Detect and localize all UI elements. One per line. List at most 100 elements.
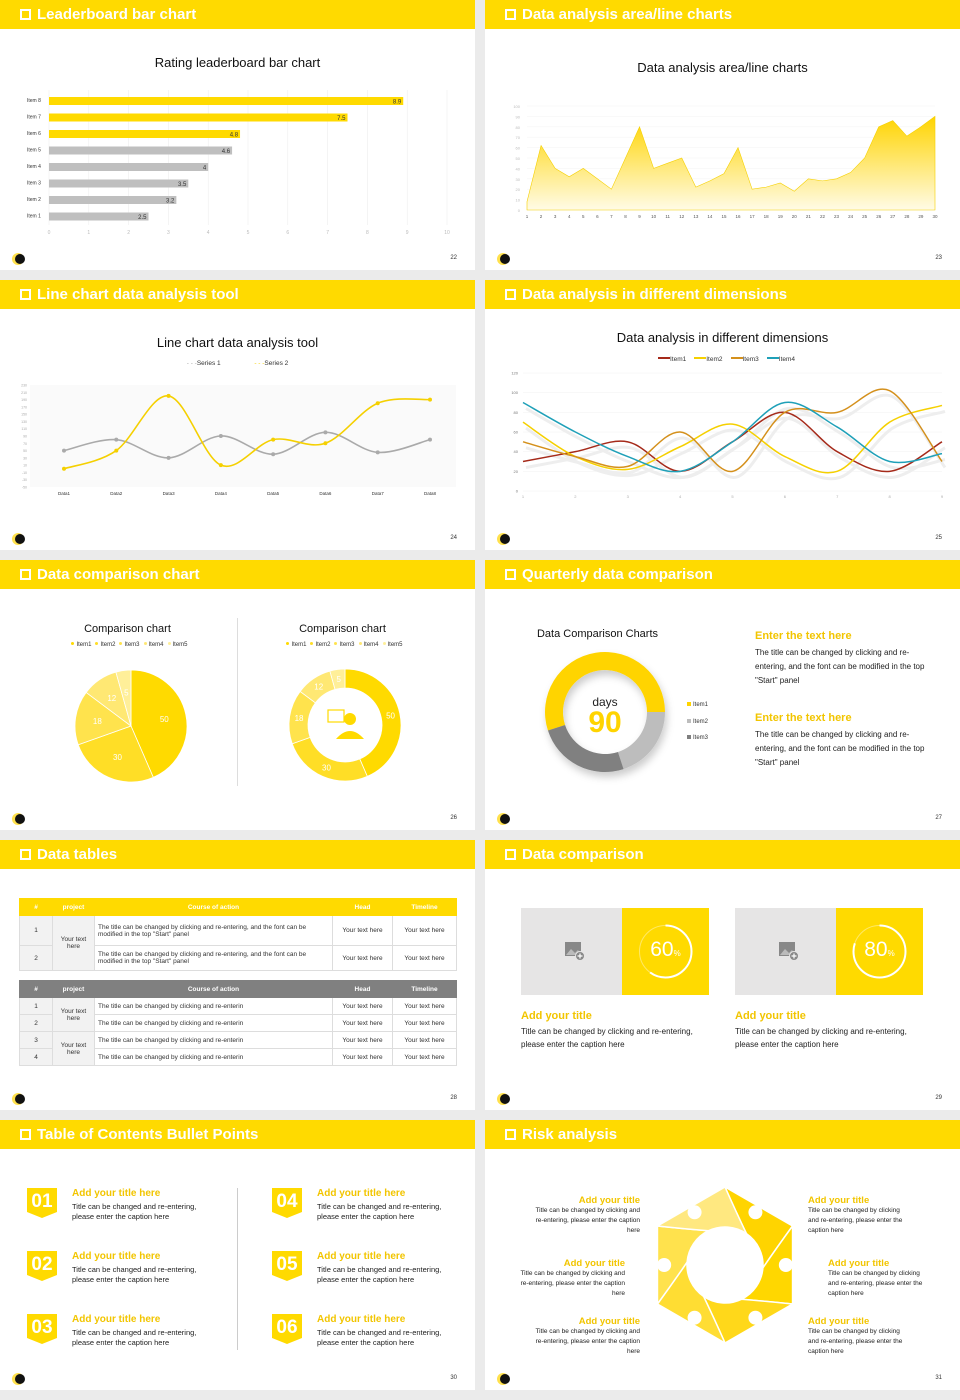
svg-text:Item 8: Item 8 xyxy=(27,98,41,104)
svg-text:50: 50 xyxy=(386,712,395,721)
svg-text:230: 230 xyxy=(21,384,27,388)
svg-text:4: 4 xyxy=(203,166,207,172)
svg-text:12: 12 xyxy=(314,683,323,692)
svg-text:90: 90 xyxy=(23,435,27,439)
svg-text:10: 10 xyxy=(516,198,521,203)
legend-item: Item1 xyxy=(669,356,687,363)
money-bag-icon xyxy=(748,1205,763,1220)
svg-text:2: 2 xyxy=(127,230,130,236)
chart-title: Data analysis area/line charts xyxy=(637,60,808,75)
svg-text:Item 1: Item 1 xyxy=(27,214,41,220)
page-number: 24 xyxy=(450,535,457,541)
svg-text:16: 16 xyxy=(736,214,742,219)
svg-text:30: 30 xyxy=(322,764,331,773)
slide-risk-analysis[interactable]: Risk analysis Add your title Title can be… xyxy=(485,1120,960,1390)
chart-title: Data Comparison Charts xyxy=(536,628,659,640)
item-text: Title can be changed and re-entering, pl… xyxy=(72,1328,197,1347)
legend-item: Item2 xyxy=(706,356,723,363)
svg-text:6: 6 xyxy=(286,230,289,236)
slide-indicator-dot xyxy=(15,1374,25,1384)
slide-comparison-pie[interactable]: Data comparison chart Comparison chart C… xyxy=(0,560,475,830)
risk-item: Add your title Title can be changed by cl… xyxy=(808,1195,903,1234)
table-row: 1 Your text here The title can be change… xyxy=(19,915,457,971)
svg-text:21: 21 xyxy=(806,214,812,219)
svg-text:80: 80 xyxy=(516,125,521,130)
svg-text:Data3: Data3 xyxy=(163,491,176,496)
svg-text:70: 70 xyxy=(516,135,521,140)
svg-text:4: 4 xyxy=(568,214,571,219)
number-badge-icon xyxy=(27,1188,57,1218)
item-text: Title can be changed and re-entering, pl… xyxy=(317,1202,442,1221)
slide-quarterly-comparison[interactable]: Quarterly data comparison Data Compariso… xyxy=(485,560,960,830)
progress-ring xyxy=(638,924,693,979)
svg-text:18: 18 xyxy=(764,214,770,219)
svg-text:3.5: 3.5 xyxy=(178,182,187,188)
svg-text:6: 6 xyxy=(784,494,787,499)
svg-text:13: 13 xyxy=(693,214,699,219)
svg-text:120: 120 xyxy=(511,371,518,376)
slide-header: Data analysis in different dimensions xyxy=(485,280,960,309)
svg-text:25: 25 xyxy=(862,214,868,219)
svg-text:1: 1 xyxy=(522,494,525,499)
page-number: 26 xyxy=(450,815,457,821)
svg-text:Data5: Data5 xyxy=(267,491,280,496)
image-placeholder[interactable] xyxy=(521,908,622,995)
svg-text:100: 100 xyxy=(511,390,518,395)
svg-text:7: 7 xyxy=(326,230,329,236)
svg-text:210: 210 xyxy=(21,391,27,395)
slide-toc-bullets[interactable]: Table of Contents Bullet Points 01 Add yo… xyxy=(0,1120,475,1390)
risk-item: Add your title Title can be changed by cl… xyxy=(520,1258,625,1297)
donut-center-value: 90 xyxy=(588,706,622,739)
slide-data-comparison[interactable]: Data comparison 60% Add your title Title c… xyxy=(485,840,960,1110)
slide-header: Data tables xyxy=(0,840,475,869)
slide-leaderboard-bar-chart[interactable]: Leaderboard bar chart Rating leaderboard… xyxy=(0,0,475,270)
slide-line-chart-tool[interactable]: Line chart data analysis tool Line chart… xyxy=(0,280,475,550)
svg-text:170: 170 xyxy=(21,405,27,409)
number-badge-icon xyxy=(272,1314,302,1344)
svg-text:7.5: 7.5 xyxy=(337,116,346,122)
svg-text:Data6: Data6 xyxy=(319,491,332,496)
person-chat-icon xyxy=(327,709,364,739)
svg-text:14: 14 xyxy=(707,214,713,219)
item-text: Title can be changed and re-entering, pl… xyxy=(72,1202,197,1221)
svg-text:40: 40 xyxy=(516,166,521,171)
svg-text:23: 23 xyxy=(834,214,840,219)
line-chart: -50 -30 -10 10 30 50 70 90 110 130 150 170 190 210 230… xyxy=(21,384,456,496)
slide-data-tables[interactable]: Data tables # project Course of action H… xyxy=(0,840,475,1110)
item-text: Title can be changed and re-entering, pl… xyxy=(72,1265,197,1284)
slide-indicator-dot xyxy=(15,534,25,544)
pie-legend: Item1 Item2 Item3 Item4 Item5 xyxy=(30,642,225,648)
legend-item: Item3 xyxy=(742,356,759,363)
svg-text:5: 5 xyxy=(124,688,129,697)
svg-text:4.6: 4.6 xyxy=(222,149,231,155)
svg-text:Data4: Data4 xyxy=(215,491,228,496)
item-number: 03 xyxy=(31,1317,53,1338)
slide-multi-line-chart[interactable]: Data analysis in different dimensions Da… xyxy=(485,280,960,550)
chart-legend: Item1 Item2 Item3 Item4 xyxy=(485,356,960,363)
page-number: 27 xyxy=(935,815,942,821)
image-placeholder[interactable] xyxy=(735,908,836,995)
svg-text:4: 4 xyxy=(679,494,682,499)
page-number: 28 xyxy=(450,1095,457,1101)
risk-item: Add your title Title can be changed by cl… xyxy=(535,1316,640,1355)
svg-text:0: 0 xyxy=(518,208,521,213)
checkbox-icon xyxy=(20,289,31,300)
chart-legend: - - -Series 1 - - -Series 2 xyxy=(186,360,289,367)
svg-text:5: 5 xyxy=(336,675,341,684)
legend-item: Item2 xyxy=(315,642,331,648)
svg-text:10: 10 xyxy=(651,214,657,219)
svg-text:26: 26 xyxy=(876,214,882,219)
table-row: 3 Your text here The title can be change… xyxy=(19,1031,457,1066)
pie-chart-icon xyxy=(687,1310,702,1325)
svg-text:4: 4 xyxy=(207,230,210,236)
checkbox-icon xyxy=(505,569,516,580)
svg-text:0: 0 xyxy=(48,230,51,236)
chart-title: Data analysis in different dimensions xyxy=(616,330,829,345)
text-block: Enter the text here The title can be cha… xyxy=(755,630,925,685)
svg-text:7: 7 xyxy=(836,494,839,499)
item-title: Add your title here xyxy=(317,1251,406,1262)
page-number: 31 xyxy=(935,1375,942,1381)
legend-item: Item4 xyxy=(363,642,379,648)
item-title: Add your title here xyxy=(317,1314,406,1325)
slide-area-chart[interactable]: Data analysis area/line charts Data anal… xyxy=(485,0,960,270)
